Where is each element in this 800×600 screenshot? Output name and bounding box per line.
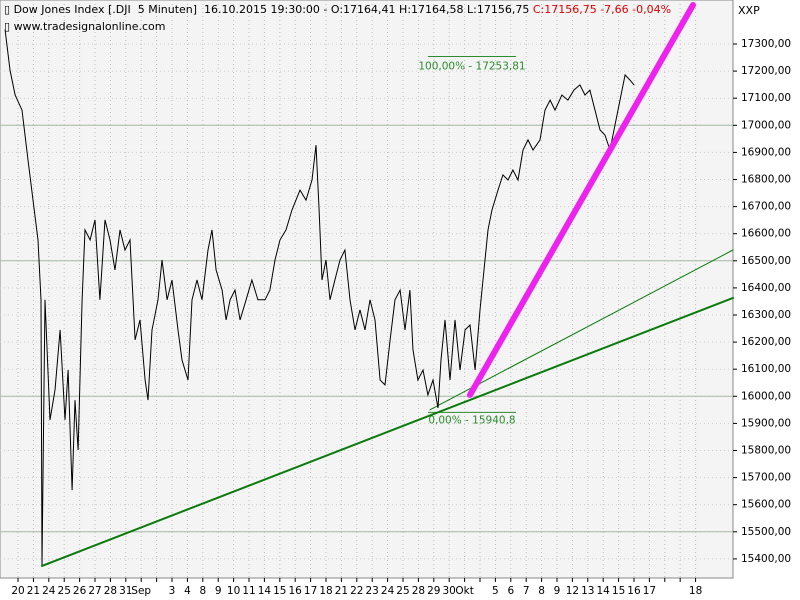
x-tick-label: 24 — [42, 585, 56, 597]
x-tick-label: 8 — [199, 585, 206, 597]
x-tick-label: 30 — [443, 585, 456, 597]
y-tick-label: 17300,00 — [741, 38, 791, 50]
header: ▯ Dow Jones Index [.DJI 5 Minuten] 16.10… — [4, 3, 672, 16]
x-tick-label: 23 — [366, 585, 379, 597]
x-tick-label: 27 — [88, 585, 101, 597]
change: C:17156,75 -7,66 -0,04% — [532, 3, 672, 16]
x-tick-label: 13 — [581, 585, 594, 597]
x-tick-label: 12 — [566, 585, 579, 597]
y-tick-label: 15500,00 — [741, 526, 791, 538]
x-tick-label: 25 — [58, 585, 71, 597]
fib-label: 0,00% - 15940,8 — [428, 414, 515, 426]
y-tick-label: 16600,00 — [741, 228, 791, 240]
x-tick-label: 3 — [169, 585, 176, 597]
y-tick-label: 17200,00 — [741, 65, 791, 77]
y-tick-label: 16400,00 — [741, 282, 791, 294]
y-tick-label: 15900,00 — [741, 417, 791, 429]
y-tick-label: 15600,00 — [741, 499, 791, 511]
trend-line — [429, 249, 734, 411]
x-tick-label: 7 — [523, 585, 530, 597]
y-tick-label: 17000,00 — [741, 119, 791, 131]
y-tick-label: 16100,00 — [741, 363, 791, 375]
x-tick-label: 14 — [596, 585, 610, 597]
x-tick-label: 17 — [643, 585, 656, 597]
x-tick-label: 20 — [11, 585, 24, 597]
y-tick-label: 15700,00 — [741, 472, 791, 484]
x-tick-label: 15 — [273, 585, 286, 597]
source: ▯ www.tradesignalonline.com — [4, 20, 166, 33]
y-tick-label: 16200,00 — [741, 336, 791, 348]
y-tick-label: 16900,00 — [741, 146, 791, 158]
x-tick-label: 28 — [104, 585, 117, 597]
x-tick-label: 31 — [119, 585, 132, 597]
x-tick-label: 16 — [627, 585, 641, 597]
x-tick-label: 5 — [492, 585, 499, 597]
x-tick-label: 22 — [350, 585, 363, 597]
x-tick-label: 26 — [73, 585, 87, 597]
x-tick-label: 9 — [215, 585, 222, 597]
x-tick-label: 21 — [27, 585, 40, 597]
x-tick-label: 25 — [396, 585, 409, 597]
x-tick-label: 8 — [538, 585, 545, 597]
x-tick-label: 11 — [242, 585, 255, 597]
x-tick-label: 4 — [184, 585, 191, 597]
y-tick-label: 16800,00 — [741, 174, 791, 186]
x-tick-label: 15 — [612, 585, 625, 597]
title: Dow Jones Index [.DJI 5 Minuten] — [13, 3, 198, 16]
x-tick-label: 24 — [381, 585, 395, 597]
quote: 16.10.2015 19:30:00 - O:17164,41 H:17164… — [204, 3, 530, 16]
x-tick-label: 17 — [304, 585, 317, 597]
x-tick-label: 14 — [258, 585, 272, 597]
y-tick-label: 15400,00 — [741, 553, 791, 565]
x-tick-label: 6 — [507, 585, 514, 597]
x-tick-label: Okt — [455, 585, 473, 597]
corner-label: XXP — [738, 4, 760, 17]
plot-area — [0, 0, 734, 579]
x-tick-label: 18 — [689, 585, 702, 597]
x-tick-label: 29 — [427, 585, 440, 597]
trend-line — [467, 2, 696, 398]
price-line — [4, 29, 635, 566]
fib-label: 100,00% - 17253,81 — [418, 61, 525, 73]
x-tick-label: 16 — [289, 585, 303, 597]
y-tick-label: 15800,00 — [741, 444, 791, 456]
y-tick-label: 16500,00 — [741, 255, 791, 267]
x-tick-label: 9 — [554, 585, 561, 597]
y-tick-label: 16300,00 — [741, 309, 791, 321]
x-tick-label: Sep — [131, 585, 151, 597]
trend-line — [41, 296, 734, 567]
x-tick-label: 21 — [335, 585, 348, 597]
x-tick-label: 28 — [412, 585, 425, 597]
source-text: www.tradesignalonline.com — [13, 20, 166, 33]
y-tick-label: 17100,00 — [741, 92, 791, 104]
y-tick-label: 16700,00 — [741, 201, 791, 213]
x-tick-label: 10 — [227, 585, 240, 597]
y-tick-label: 16000,00 — [741, 390, 791, 402]
x-tick-label: 18 — [319, 585, 332, 597]
